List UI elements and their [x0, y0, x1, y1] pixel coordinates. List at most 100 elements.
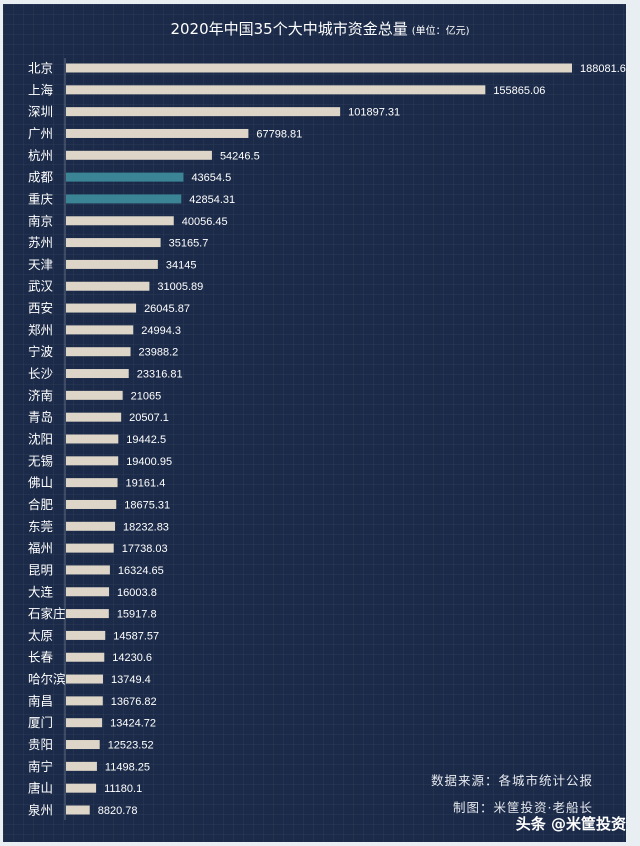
category-label: 成都: [28, 170, 54, 185]
unit-text: (单位：亿元): [411, 26, 470, 37]
bar: [66, 456, 119, 466]
value-label: 14230.6: [112, 652, 152, 664]
value-label: 19442.5: [126, 434, 166, 446]
bar: [66, 652, 105, 662]
chart-title: 2020年中国35个大中城市资金总量 (单位：亿元): [0, 18, 640, 39]
watermark: 头条 @米筐投资: [515, 815, 626, 833]
bar: [66, 565, 110, 575]
bar: [66, 369, 129, 379]
bar: [66, 478, 118, 488]
category-label: 南京: [28, 213, 53, 228]
category-label: 北京: [28, 61, 53, 76]
bar: [66, 805, 90, 815]
category-label: 合肥: [28, 497, 54, 512]
category-label: 沈阳: [28, 432, 53, 447]
category-label: 天津: [28, 257, 53, 272]
bar: [66, 128, 249, 138]
value-label: 18232.83: [123, 521, 169, 533]
title-text: 2020年中国35个大中城市资金总量: [170, 20, 408, 38]
bar: [66, 696, 103, 706]
bar: [66, 521, 116, 531]
bar: [66, 325, 134, 335]
value-label: 18675.31: [124, 499, 170, 511]
category-label: 南宁: [28, 759, 53, 774]
category-label: 佛山: [28, 475, 53, 490]
value-label: 12523.52: [108, 740, 154, 752]
value-label: 15917.8: [117, 609, 157, 621]
bar: [66, 172, 184, 182]
chart-panel: [3, 4, 626, 842]
bar: [66, 238, 161, 248]
value-label: 40056.45: [182, 216, 228, 228]
bar: [66, 674, 103, 684]
value-label: 11180.1: [104, 783, 142, 795]
bar: [66, 630, 106, 640]
bar: [66, 303, 137, 313]
bar: [66, 783, 97, 793]
category-label: 重庆: [28, 191, 54, 206]
value-label: 23988.2: [139, 347, 179, 359]
category-label: 西安: [28, 301, 53, 316]
category-label: 东莞: [28, 519, 53, 534]
category-label: 贵阳: [28, 737, 53, 752]
category-label: 无锡: [28, 453, 53, 468]
category-label: 石家庄: [28, 606, 66, 621]
bar: [66, 543, 114, 553]
category-label: 哈尔滨: [28, 672, 66, 687]
value-label: 20507.1: [129, 412, 169, 424]
bar: [66, 63, 572, 73]
category-label: 郑州: [28, 322, 53, 337]
value-label: 67798.81: [256, 128, 302, 140]
value-label: 34145: [166, 259, 197, 271]
value-label: 19400.95: [126, 456, 172, 468]
category-label: 济南: [28, 388, 53, 403]
bar: [66, 740, 100, 750]
value-label: 14587.57: [113, 630, 159, 642]
category-label: 上海: [28, 82, 54, 97]
bar: [66, 761, 97, 771]
value-label: 31005.89: [157, 281, 203, 293]
value-label: 11498.25: [105, 761, 150, 773]
bar: [66, 412, 122, 422]
bar: [66, 718, 103, 728]
value-label: 17738.03: [122, 543, 168, 555]
category-label: 苏州: [28, 235, 53, 250]
value-label: 19161.4: [126, 478, 166, 490]
category-label: 大连: [28, 584, 54, 599]
author-note: 制图：米筐投资·老船长: [453, 800, 593, 815]
bar: [66, 150, 212, 160]
bar: [66, 609, 109, 619]
bar: [66, 216, 174, 226]
category-label: 厦门: [28, 715, 53, 730]
bar: [66, 434, 119, 444]
bar: [66, 194, 182, 204]
bar: [66, 347, 131, 357]
value-label: 155865.06: [493, 85, 545, 97]
value-label: 101897.31: [348, 107, 400, 119]
bar: [66, 587, 110, 597]
category-label: 青岛: [28, 410, 53, 425]
value-label: 188081.6: [580, 63, 626, 75]
value-label: 54246.5: [220, 150, 260, 162]
value-label: 13749.4: [111, 674, 151, 686]
value-label: 35165.7: [169, 238, 209, 250]
value-label: 24994.3: [141, 325, 181, 337]
category-label: 太原: [28, 628, 53, 643]
value-label: 16003.8: [117, 587, 157, 599]
category-label: 武汉: [28, 279, 54, 294]
category-label: 广州: [28, 126, 53, 141]
bar: [66, 499, 117, 509]
category-label: 长春: [28, 650, 54, 665]
category-label: 昆明: [28, 562, 53, 577]
category-label: 泉州: [28, 803, 53, 818]
value-label: 16324.65: [118, 565, 164, 577]
bar: [66, 281, 150, 291]
bar: [66, 390, 123, 400]
value-label: 23316.81: [137, 369, 183, 381]
category-label: 深圳: [28, 104, 53, 119]
value-label: 26045.87: [144, 303, 190, 315]
value-label: 43654.5: [191, 172, 231, 184]
category-label: 宁波: [28, 344, 54, 359]
value-label: 13424.72: [110, 718, 156, 730]
category-label: 南昌: [28, 693, 53, 708]
